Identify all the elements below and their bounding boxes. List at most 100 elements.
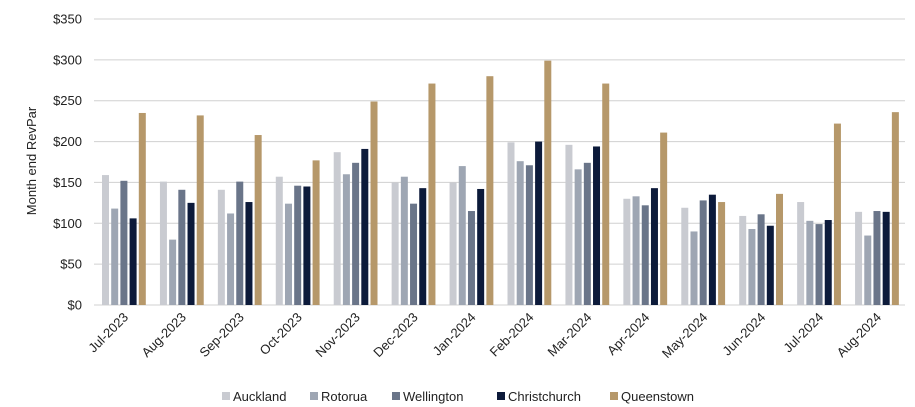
- legend-swatch-queenstown: [610, 392, 618, 400]
- bar-queenstown-oct-2023: [312, 160, 320, 305]
- bar-rotorua-sep-2023: [227, 213, 235, 305]
- bar-queenstown-may-2024: [718, 202, 726, 305]
- bar-auckland-mar-2024: [565, 144, 573, 305]
- bar-auckland-nov-2023: [333, 152, 341, 305]
- bar-auckland-apr-2024: [623, 198, 631, 305]
- bar-christchurch-jul-2023: [129, 218, 137, 305]
- bar-wellington-may-2024: [699, 200, 707, 305]
- legend-label-queenstown: Queenstown: [621, 389, 694, 404]
- bar-queenstown-aug-2023: [196, 115, 204, 305]
- legend-label-christchurch: Christchurch: [508, 389, 581, 404]
- legend-label-auckland: Auckland: [233, 389, 286, 404]
- bar-queenstown-sep-2023: [254, 135, 262, 305]
- bar-auckland-aug-2023: [159, 181, 167, 305]
- bar-rotorua-feb-2024: [516, 161, 524, 305]
- x-tick-label: Jul-2024: [780, 310, 826, 356]
- bar-christchurch-sep-2023: [245, 202, 253, 305]
- bar-rotorua-jul-2023: [111, 208, 119, 305]
- y-tick-label: $100: [53, 216, 82, 231]
- x-tick-label: Jul-2023: [85, 310, 131, 356]
- bar-auckland-may-2024: [681, 207, 689, 305]
- x-tick-label: Oct-2023: [256, 310, 304, 358]
- bar-wellington-aug-2024: [873, 211, 881, 305]
- bar-rotorua-may-2024: [690, 231, 698, 305]
- bar-rotorua-jan-2024: [458, 166, 466, 305]
- bar-wellington-oct-2023: [294, 185, 302, 305]
- bar-wellington-feb-2024: [525, 165, 533, 305]
- bar-queenstown-dec-2023: [428, 83, 436, 305]
- bar-queenstown-aug-2024: [891, 112, 899, 306]
- legend-label-rotorua: Rotorua: [321, 389, 368, 404]
- bar-queenstown-nov-2023: [370, 101, 378, 305]
- y-axis-ticks: $0 $50 $100 $150 $200 $250 $300 $350: [53, 12, 82, 313]
- bar-rotorua-dec-2023: [400, 176, 408, 305]
- y-axis-title: Month end RevPar: [24, 106, 39, 215]
- bar-auckland-jul-2023: [102, 175, 109, 305]
- y-tick-label: $150: [53, 175, 82, 190]
- bar-wellington-jul-2024: [815, 224, 823, 305]
- legend-swatch-auckland: [222, 392, 230, 400]
- legend: Auckland Rotorua Wellington Christchurch Que…: [222, 389, 694, 404]
- x-tick-label: Nov-2023: [312, 310, 362, 360]
- bar-auckland-jul-2024: [797, 202, 805, 305]
- legend-swatch-wellington: [392, 392, 400, 400]
- bars: [102, 60, 899, 306]
- x-tick-label: Aug-2024: [834, 310, 884, 360]
- bar-rotorua-jun-2024: [748, 229, 756, 305]
- x-tick-label: Mar-2024: [545, 310, 595, 360]
- x-tick-label: Dec-2023: [370, 310, 420, 360]
- y-tick-label: $50: [60, 257, 82, 272]
- bar-queenstown-jul-2024: [833, 123, 841, 305]
- bar-christchurch-apr-2024: [650, 188, 658, 305]
- bar-wellington-jan-2024: [467, 211, 475, 305]
- y-tick-label: $350: [53, 12, 82, 27]
- legend-label-wellington: Wellington: [403, 389, 463, 404]
- bar-rotorua-aug-2024: [864, 235, 872, 305]
- x-tick-label: May-2024: [659, 310, 710, 361]
- bar-christchurch-jun-2024: [766, 225, 774, 305]
- bar-christchurch-jul-2024: [824, 220, 832, 305]
- bar-rotorua-jul-2024: [806, 220, 814, 305]
- bar-wellington-sep-2023: [236, 181, 244, 305]
- legend-swatch-christchurch: [497, 392, 505, 400]
- bar-auckland-jan-2024: [449, 182, 457, 305]
- y-tick-label: $0: [68, 298, 82, 313]
- bar-auckland-aug-2024: [855, 211, 863, 305]
- y-tick-label: $200: [53, 134, 82, 149]
- bar-christchurch-oct-2023: [303, 186, 311, 305]
- bar-wellington-mar-2024: [583, 162, 591, 305]
- bar-auckland-sep-2023: [217, 189, 225, 305]
- x-tick-label: Aug-2023: [139, 310, 189, 360]
- bar-auckland-jun-2024: [739, 215, 747, 305]
- bar-queenstown-mar-2024: [602, 83, 610, 305]
- bar-wellington-jul-2023: [120, 180, 128, 305]
- bar-rotorua-oct-2023: [284, 203, 292, 305]
- x-axis-ticks: Jul-2023 Aug-2023 Sep-2023 Oct-2023 Nov-2023…: [85, 310, 884, 361]
- x-tick-label: Jan-2024: [430, 310, 479, 359]
- x-tick-label: Jun-2024: [719, 310, 768, 359]
- bar-auckland-dec-2023: [391, 182, 399, 305]
- bar-wellington-jun-2024: [757, 214, 765, 305]
- bar-christchurch-may-2024: [708, 194, 716, 305]
- bar-wellington-nov-2023: [352, 162, 360, 305]
- x-tick-label: Feb-2024: [487, 310, 537, 360]
- bar-queenstown-jul-2023: [138, 112, 146, 305]
- bar-christchurch-nov-2023: [361, 148, 369, 305]
- bar-rotorua-mar-2024: [574, 169, 582, 305]
- bar-rotorua-apr-2024: [632, 196, 640, 305]
- bar-wellington-dec-2023: [410, 203, 418, 305]
- bar-queenstown-apr-2024: [660, 132, 668, 305]
- bar-christchurch-feb-2024: [535, 141, 543, 305]
- bar-auckland-feb-2024: [507, 142, 515, 305]
- x-tick-label: Apr-2024: [604, 310, 652, 358]
- bar-wellington-apr-2024: [641, 205, 649, 305]
- bar-auckland-oct-2023: [275, 176, 283, 305]
- bar-queenstown-jun-2024: [776, 193, 784, 305]
- bar-christchurch-aug-2023: [187, 202, 195, 305]
- x-tick-label: Sep-2023: [196, 310, 246, 360]
- gridlines: [94, 18, 905, 306]
- bar-rotorua-nov-2023: [342, 174, 350, 305]
- bar-queenstown-feb-2024: [544, 60, 552, 305]
